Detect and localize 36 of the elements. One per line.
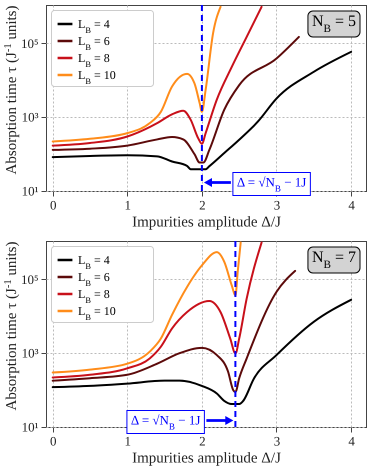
annotation: Δ = √N$_{B}$ − 1J [236,174,306,194]
y-tick-label: 10⁵ [20,36,38,51]
x-tick-label: 1 [124,434,132,448]
y-tick-label: 10³ [22,110,39,125]
x-tick-label: 3 [274,434,280,448]
x-axis-title: Impurities amplitude Δ/J [132,214,282,230]
legend-label: L$_{B}$ = 6 [78,270,110,288]
annotation: Δ = √N$_{B}$ − 1J [130,412,200,432]
legend-label: L$_{B}$ = 10 [78,304,116,322]
annotation: N$_{B}$ = 7 [312,249,356,271]
x-tick-label: 4 [348,434,356,448]
legend-label: L$_{B}$ = 8 [78,287,110,304]
x-tick-label: 4 [348,198,356,212]
x-axis-title: Impurities amplitude Δ/J [132,450,282,466]
x-tick-label: 2 [199,434,206,448]
x-tick-label: 2 [199,198,206,212]
x-tick-label: 0 [50,434,56,448]
line-series [52,298,352,406]
y-tick-label: 10¹ [22,184,39,198]
x-tick-label: 0 [50,198,56,212]
line-series [52,270,296,393]
line-series [52,6,222,142]
y-tick-label: 10⁵ [20,272,38,287]
y-tick-label: 10³ [22,346,39,361]
line-series [52,6,263,147]
x-tick-label: 1 [124,198,132,212]
legend-label: L$_{B}$ = 4 [78,253,110,270]
legend-label: L$_{B}$ = 10 [78,68,116,86]
line-series [52,50,352,170]
annotation: N$_{B}$ = 5 [312,13,356,35]
line-series [52,36,300,164]
legend-label: L$_{B}$ = 8 [78,51,110,68]
legend-label: L$_{B}$ = 6 [78,34,110,52]
legend-label: L$_{B}$ = 4 [78,17,110,34]
x-tick-label: 3 [274,198,280,212]
y-tick-label: 10¹ [22,420,39,434]
